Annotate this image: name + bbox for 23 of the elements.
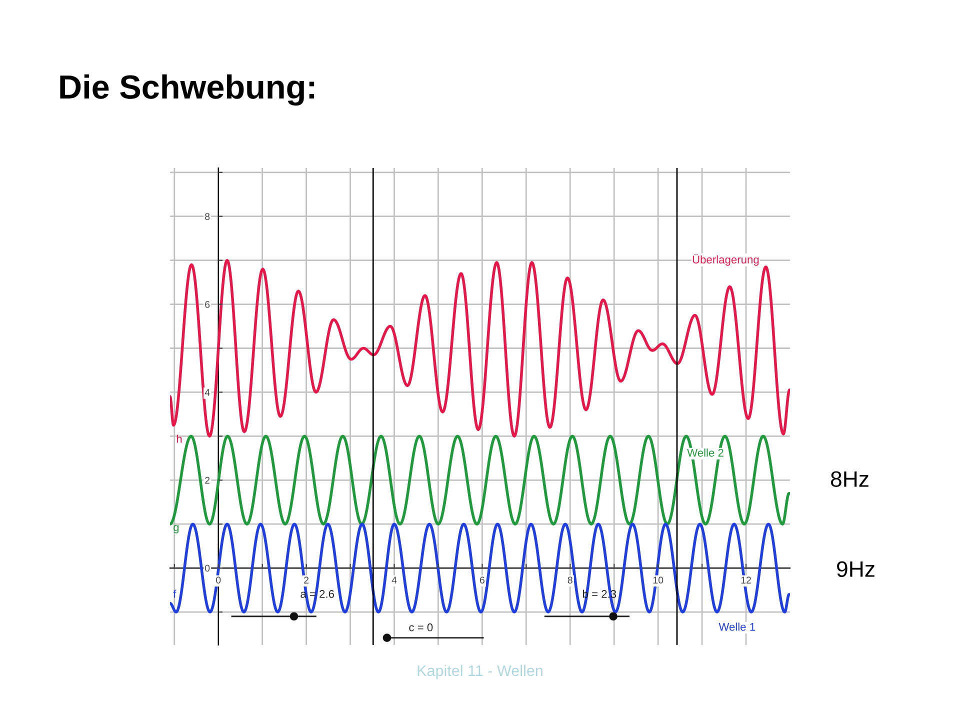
series-label: Überlagerung <box>692 254 759 266</box>
annotation: h <box>176 434 182 443</box>
annotation: c = 0 <box>409 623 433 632</box>
y-tick-label: 6 <box>205 301 210 308</box>
annotation: g <box>174 525 179 534</box>
x-tick-label: 8 <box>568 576 572 584</box>
series-label: Welle 2 <box>687 448 724 457</box>
x-tick-label: 4 <box>392 576 397 584</box>
x-tick-label: 6 <box>480 576 484 584</box>
y-tick-label: 0 <box>205 564 210 572</box>
series-label: Welle 1 <box>718 622 756 631</box>
y-tick-label: 8 <box>205 213 210 220</box>
x-tick-label: 0 <box>216 576 221 584</box>
x-tick-label: 10 <box>653 576 664 584</box>
y-tick-label: 2 <box>205 476 210 484</box>
text: 9Hz <box>837 561 874 577</box>
text: Kapitel 11 - Wellen <box>418 664 542 680</box>
y-tick-label: 4 <box>204 389 210 396</box>
x-tick-label: 2 <box>304 576 309 584</box>
x-tick-label: 12 <box>741 576 751 584</box>
text: 8Hz <box>830 471 868 487</box>
annotation: f <box>173 590 176 598</box>
chart-title: Die Schwebung: <box>60 74 314 106</box>
